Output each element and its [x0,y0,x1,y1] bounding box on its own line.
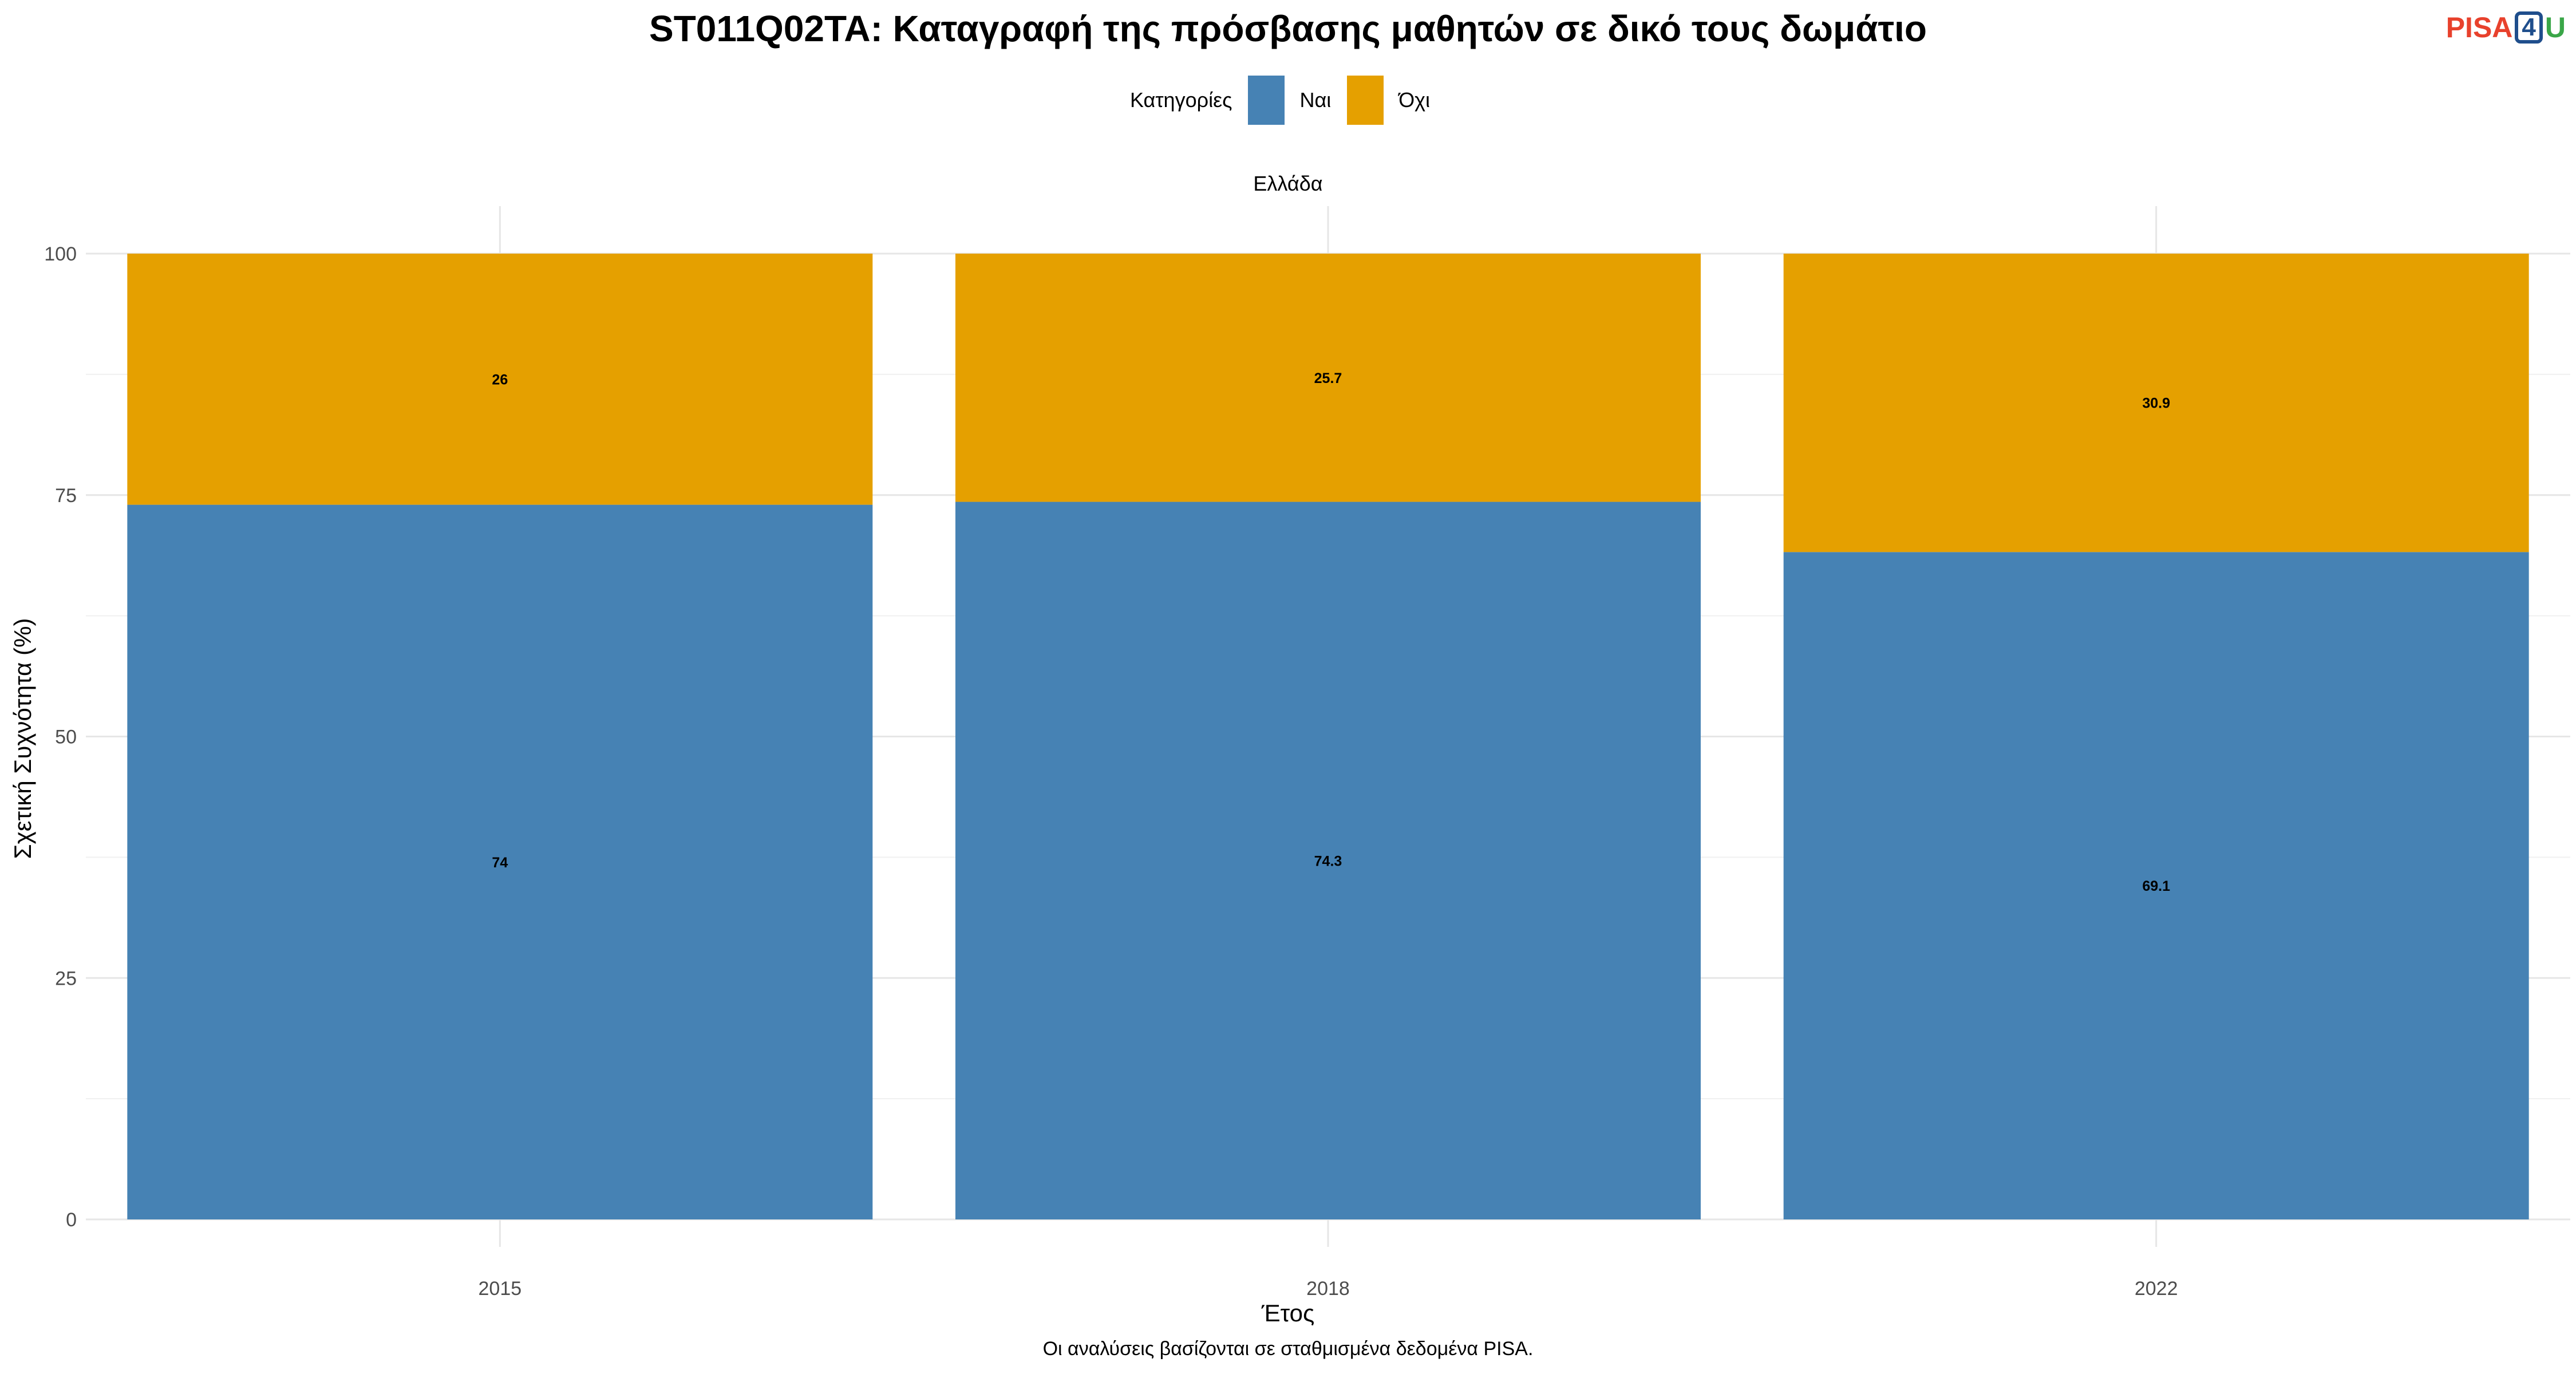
bar-yes-2015 [127,504,873,1219]
legend-title: Κατηγορίες [1129,88,1232,112]
bar-yes-2018 [955,502,1701,1219]
facet-label: Ελλάδα [1253,172,1323,195]
data-label: 25.7 [1314,370,1342,386]
bar-no-2018 [955,254,1701,502]
legend-label-no: Όχι [1398,88,1431,112]
y-axis-label: Σχετική Συχνότητα (%) [9,618,36,859]
legend-key-no [1347,76,1384,125]
y-tick-label: 25 [55,968,77,989]
footer-caption: Οι αναλύσεις βασίζονται σε σταθμισμένα δ… [1042,1338,1534,1360]
bar-no-2015 [127,254,873,505]
x-axis-label: Έτος [1261,1300,1315,1326]
data-label: 26 [492,372,508,388]
pisa4u-logo: PISA 4 U [2446,9,2566,46]
y-tick-label: 0 [66,1209,77,1231]
data-label: 30.9 [2142,396,2170,412]
bar-no-2022 [1783,254,2529,552]
data-label: 69.1 [2142,878,2170,894]
bar-yes-2022 [1783,552,2529,1220]
logo-u-text: U [2545,11,2566,44]
logo-four-text: 4 [2515,11,2543,44]
y-tick-label: 75 [55,485,77,507]
legend-item-no: Όχι [1347,76,1430,125]
x-tick-label: 2022 [2135,1278,2178,1300]
data-label: 74.3 [1314,853,1342,869]
x-tick-label: 2018 [1306,1278,1350,1300]
chart-title: ST011Q02TA: Καταγραφή της πρόσβασης μαθη… [649,8,1927,49]
logo-pisa-text: PISA [2445,11,2513,44]
legend-label-yes: Ναι [1299,88,1332,112]
y-tick-label: 100 [44,243,77,265]
x-tick-label: 2015 [479,1278,522,1300]
legend-item-yes: Ναι [1248,76,1331,125]
legend-key-yes [1248,76,1285,125]
y-tick-label: 50 [55,727,77,748]
data-label: 74 [492,855,508,871]
chart-legend: Κατηγορίες Ναι Όχι [0,76,2576,125]
